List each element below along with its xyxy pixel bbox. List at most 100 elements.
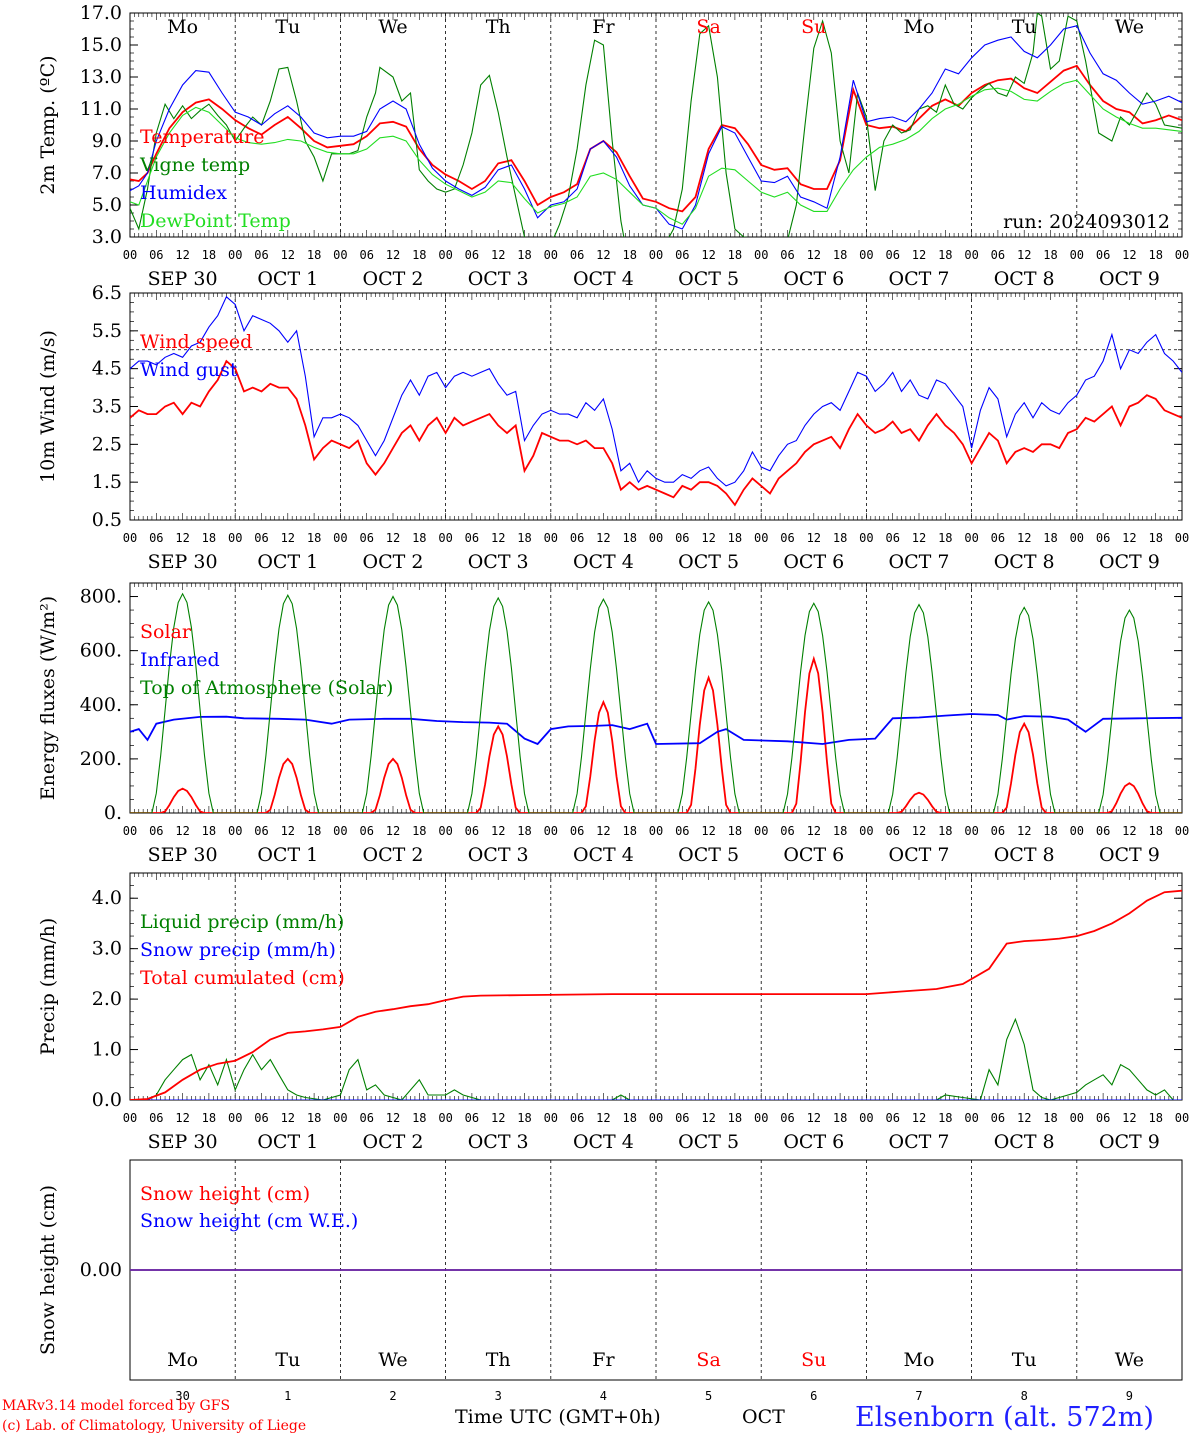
legend-entry: Snow precip (mm/h) [140,939,336,961]
hour-tick-label: 12 [912,248,926,262]
y-tick-label: 4.0 [92,887,122,909]
weekday-label: Mo [167,16,198,38]
hour-tick-label: 18 [622,1111,636,1125]
weekday-label: Mo [167,1349,198,1371]
date-label: OCT 5 [678,268,739,290]
weekday-label: Th [486,1349,511,1371]
weekday-label: Th [486,16,511,38]
hour-tick-label: 06 [149,248,163,262]
hour-tick-label: 06 [359,1111,373,1125]
date-label: SEP 30 [148,268,218,290]
hour-tick-label: 12 [386,248,400,262]
hour-tick-label: 06 [570,1111,584,1125]
y-tick-label: 11.0 [80,98,122,120]
date-label: SEP 30 [148,844,218,866]
hour-tick-label: 00 [544,1111,558,1125]
hour-tick-label: 18 [833,824,847,838]
y-tick-label: 9.0 [92,130,122,152]
hour-tick-label: 18 [517,824,531,838]
hour-tick-label: 00 [544,248,558,262]
legend-entry: Solar [140,621,192,643]
legend-entry: Wind gust [140,359,238,381]
hour-tick-label: 18 [938,248,952,262]
hour-tick-label: 18 [1148,824,1162,838]
date-label: OCT 8 [994,268,1055,290]
month-label: OCT [742,1406,785,1428]
hour-tick-label: 00 [1175,248,1189,262]
hour-tick-label: 12 [912,824,926,838]
y-axis-label: Energy fluxes (W/m²) [37,596,59,800]
run-label: run: 2024093012 [1003,211,1170,233]
hour-tick-label: 00 [1175,1111,1189,1125]
date-label: OCT 8 [994,844,1055,866]
hour-tick-label: 18 [622,248,636,262]
hour-tick-label: 00 [544,531,558,545]
weekday-label: Fr [592,16,615,38]
hour-tick-label: 00 [964,531,978,545]
hour-tick-label: 18 [307,824,321,838]
y-tick-label: 7.0 [92,162,122,184]
legend-entry: Snow height (cm W.E.) [140,1210,358,1232]
date-label: OCT 4 [573,844,634,866]
hour-tick-label: 06 [991,531,1005,545]
y-tick-label: 400. [80,694,122,716]
y-tick-label: 4.5 [92,358,122,380]
date-label: SEP 30 [148,551,218,573]
y-axis-label: 10m Wind (m/s) [37,330,59,483]
date-label: OCT 3 [468,844,529,866]
date-label: OCT 9 [1099,1131,1160,1153]
date-label: OCT 6 [783,551,844,573]
weekday-label: Tu [275,1349,300,1371]
hour-tick-label: 06 [570,824,584,838]
hour-tick-label: 00 [1070,1111,1084,1125]
hour-tick-label: 12 [1017,824,1031,838]
hour-tick-label: 18 [938,1111,952,1125]
hour-tick-label: 00 [859,248,873,262]
date-label: OCT 9 [1099,551,1160,573]
hour-tick-label: 00 [333,824,347,838]
hour-tick-label: 18 [202,824,216,838]
hour-tick-label: 06 [359,824,373,838]
date-label: OCT 2 [363,844,424,866]
hour-tick-label: 12 [491,1111,505,1125]
hour-tick-label: 18 [728,1111,742,1125]
hour-tick-label: 18 [1148,248,1162,262]
hour-tick-label: 06 [780,248,794,262]
date-label: OCT 2 [363,551,424,573]
y-axis-label: Precip (mm/h) [37,918,59,1056]
y-tick-label: 17.0 [80,2,122,24]
hour-tick-label: 18 [728,248,742,262]
date-label: OCT 7 [889,268,950,290]
panel-precip: 0.0 1.0 2.0 3.0 4.0 Precip (mm/h) 00 06 12 18 00 06… [37,872,1189,1153]
hour-tick-label: 06 [570,531,584,545]
series-total-cumulated-cm [130,889,1182,1100]
date-label: OCT 4 [573,551,634,573]
date-label: OCT 1 [257,844,318,866]
hour-tick-label: 12 [596,248,610,262]
hour-tick-label: 18 [938,531,952,545]
hour-tick-label: 06 [254,531,268,545]
y-tick-label: 3.0 [92,938,122,960]
hour-tick-label: 18 [938,824,952,838]
lab-credit: (c) Lab. of Climatology, University of L… [2,1418,307,1434]
legend-entry: Humidex [140,182,227,204]
legend-entry: Temperature [140,126,264,148]
hour-tick-label: 00 [754,531,768,545]
hour-tick-label: 12 [1122,824,1136,838]
hour-tick-label: 12 [1122,531,1136,545]
series-wind-gust [130,295,1182,487]
y-tick-label: 0.00 [80,1259,122,1281]
series-liquid-precip-mm-h [130,1017,1182,1100]
hour-tick-label: 00 [228,824,242,838]
series-top-of-atmosphere-solar [130,592,1182,813]
weekday-label: Tu [275,16,300,38]
hour-tick-label: 18 [307,531,321,545]
day-number: 5 [705,1389,712,1403]
hour-tick-label: 06 [359,531,373,545]
weekday-label: Tu [1012,1349,1037,1371]
y-tick-label: 200. [80,748,122,770]
hour-tick-label: 00 [1070,248,1084,262]
hour-tick-label: 06 [1096,824,1110,838]
date-label: OCT 8 [994,1131,1055,1153]
date-label: OCT 5 [678,1131,739,1153]
